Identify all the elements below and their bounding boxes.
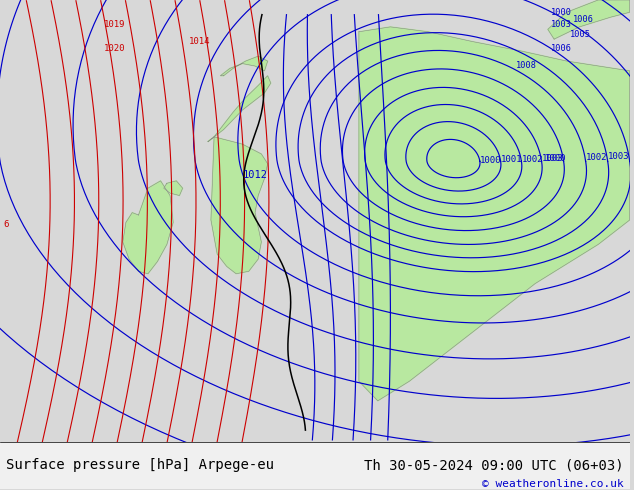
Polygon shape [221,56,268,76]
Text: 1020: 1020 [104,44,126,53]
Text: 1014: 1014 [189,37,210,46]
Text: 1003: 1003 [607,152,629,161]
Polygon shape [211,137,268,274]
Text: 1000: 1000 [551,8,572,17]
Text: Surface pressure [hPa] Arpege-eu: Surface pressure [hPa] Arpege-eu [6,458,275,472]
Text: Th 30-05-2024 09:00 UTC (06+03): Th 30-05-2024 09:00 UTC (06+03) [364,458,623,472]
Text: 1000: 1000 [545,154,566,163]
Text: 1003: 1003 [541,154,563,163]
Text: 1008: 1008 [516,61,538,71]
Polygon shape [359,27,630,401]
Text: 1003: 1003 [551,20,572,29]
Text: 1001: 1001 [501,155,522,164]
Text: 1005: 1005 [570,30,591,39]
Polygon shape [208,76,271,142]
Text: © weatheronline.co.uk: © weatheronline.co.uk [482,479,623,489]
Text: 1000: 1000 [480,156,501,165]
Polygon shape [123,181,173,274]
Text: 6: 6 [3,220,8,229]
Polygon shape [453,51,479,66]
Text: 1006: 1006 [551,44,572,53]
Text: 1002: 1002 [586,153,607,162]
Polygon shape [164,181,183,196]
Polygon shape [548,0,630,39]
Text: 1002: 1002 [521,155,543,164]
Text: 1006: 1006 [573,15,594,24]
Bar [0,442,630,489]
Text: 1019: 1019 [104,20,126,29]
Text: 1012: 1012 [242,171,268,180]
